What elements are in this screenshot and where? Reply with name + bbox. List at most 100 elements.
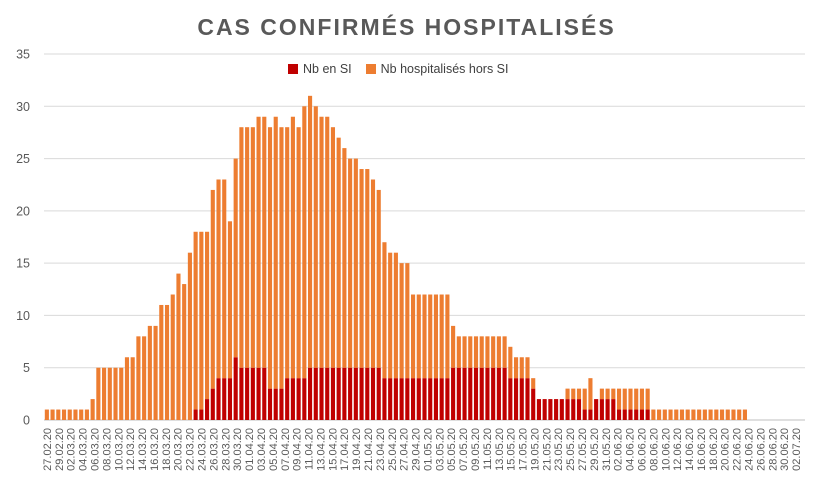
bar-hors-si-12 (113, 367, 118, 420)
bar-hors-si-11 (107, 367, 112, 420)
x-tick-label-18: 03.04.20 (256, 428, 268, 471)
bar-hors-si-77 (485, 336, 490, 368)
bar-si-27 (199, 409, 204, 420)
bar-hors-si-110 (674, 409, 679, 420)
bar-si-81 (508, 378, 513, 420)
x-tick-label-55: 16.06.20 (696, 428, 708, 471)
bar-si-61 (393, 378, 398, 420)
x-tick-label-4: 06.03.20 (90, 428, 102, 471)
bar-hors-si-33 (233, 158, 238, 358)
x-tick-label-28: 23.04.20 (375, 428, 387, 471)
bar-hors-si-52 (342, 148, 347, 368)
bar-si-75 (473, 367, 479, 420)
x-tick-label-12: 22.03.20 (185, 428, 197, 471)
bar-hors-si-47 (313, 106, 318, 368)
bar-hors-si-102 (628, 388, 633, 410)
x-tick-label-43: 23.05.20 (553, 428, 565, 471)
bar-si-78 (491, 367, 496, 420)
bar-si-87 (542, 399, 547, 420)
chart-title: CAS CONFIRMÉS HOSPITALISÉS (197, 14, 616, 40)
x-tick-label-6: 10.03.20 (113, 428, 125, 471)
x-tick-label-61: 28.06.20 (767, 428, 779, 471)
bar-hors-si-70 (445, 294, 450, 379)
x-tick-label-10: 18.03.20 (161, 428, 173, 471)
bar-hors-si-3 (61, 409, 67, 420)
bar-hors-si-41 (279, 127, 284, 389)
bar-hors-si-34 (239, 127, 244, 368)
bar-hors-si-31 (222, 179, 227, 379)
bar-hors-si-30 (216, 179, 221, 379)
x-tick-label-13: 24.03.20 (197, 428, 209, 471)
bar-si-84 (525, 378, 530, 420)
x-tick-label-31: 29.04.20 (411, 428, 423, 471)
x-tick-label-59: 24.06.20 (743, 428, 755, 471)
bar-hors-si-51 (336, 137, 341, 368)
bar-si-80 (502, 367, 507, 420)
bar-si-60 (388, 378, 393, 420)
bar-hors-si-8 (90, 399, 95, 420)
bar-si-42 (285, 378, 290, 420)
x-tick-label-2: 02.03.20 (66, 428, 78, 471)
bar-hors-si-46 (308, 95, 313, 368)
bar-si-56 (365, 367, 370, 420)
x-tick-label-26: 19.04.20 (351, 428, 363, 471)
bar-si-74 (468, 367, 473, 420)
bar-si-73 (462, 367, 467, 420)
y-tick-label-6: 30 (16, 100, 30, 114)
bar-si-41 (279, 388, 284, 420)
x-tick-label-23: 13.04.20 (315, 428, 327, 471)
bar-si-100 (616, 409, 622, 420)
bar-hors-si-45 (302, 106, 307, 379)
bar-si-62 (399, 378, 404, 420)
bar-hors-si-1 (50, 409, 55, 420)
bar-si-70 (445, 378, 450, 420)
bar-hors-si-74 (468, 336, 473, 368)
bar-si-82 (513, 378, 519, 420)
bar-hors-si-23 (176, 273, 181, 420)
bar-si-99 (611, 399, 616, 420)
bar-hors-si-57 (370, 179, 376, 368)
bar-hors-si-9 (96, 367, 101, 420)
bar-si-90 (559, 399, 564, 420)
x-tick-label-21: 09.04.20 (292, 428, 304, 471)
bar-hors-si-55 (359, 169, 364, 368)
bar-si-101 (622, 409, 627, 420)
x-tick-label-17: 01.04.20 (244, 428, 256, 471)
bar-hors-si-106 (651, 409, 656, 420)
x-tick-label-25: 17.04.20 (339, 428, 351, 471)
bar-hors-si-115 (702, 409, 707, 420)
bar-hors-si-43 (290, 116, 295, 379)
bar-hors-si-37 (256, 116, 261, 368)
bar-si-94 (582, 409, 587, 420)
bar-si-71 (451, 367, 456, 420)
bar-si-76 (479, 367, 484, 420)
bar-hors-si-69 (439, 294, 444, 379)
bar-hors-si-76 (479, 336, 484, 368)
x-tick-label-34: 05.05.20 (446, 428, 458, 471)
bar-hors-si-67 (428, 294, 433, 379)
bar-hors-si-81 (508, 346, 513, 379)
bar-hors-si-84 (525, 357, 530, 379)
bar-hors-si-4 (67, 409, 72, 420)
bar-hors-si-94 (582, 388, 587, 410)
bar-hors-si-20 (159, 304, 164, 420)
bar-hors-si-22 (170, 294, 175, 420)
bar-si-37 (256, 367, 261, 420)
bar-hors-si-5 (73, 409, 78, 420)
x-tick-label-62: 30.06.20 (779, 428, 791, 471)
bar-hors-si-42 (285, 127, 290, 379)
x-tick-label-60: 26.06.20 (755, 428, 767, 471)
bar-hors-si-40 (273, 116, 278, 389)
bar-hors-si-98 (605, 388, 610, 400)
x-tick-label-35: 07.05.20 (458, 428, 470, 471)
bar-hors-si-109 (668, 409, 673, 420)
bar-si-88 (548, 399, 553, 420)
x-tick-label-53: 12.06.20 (672, 428, 684, 471)
x-tick-label-14: 26.03.20 (208, 428, 220, 471)
bar-hors-si-18 (147, 325, 152, 420)
bar-hors-si-0 (44, 409, 49, 420)
bar-hors-si-32 (227, 221, 233, 379)
bar-si-58 (376, 367, 381, 420)
bar-hors-si-116 (708, 409, 713, 420)
